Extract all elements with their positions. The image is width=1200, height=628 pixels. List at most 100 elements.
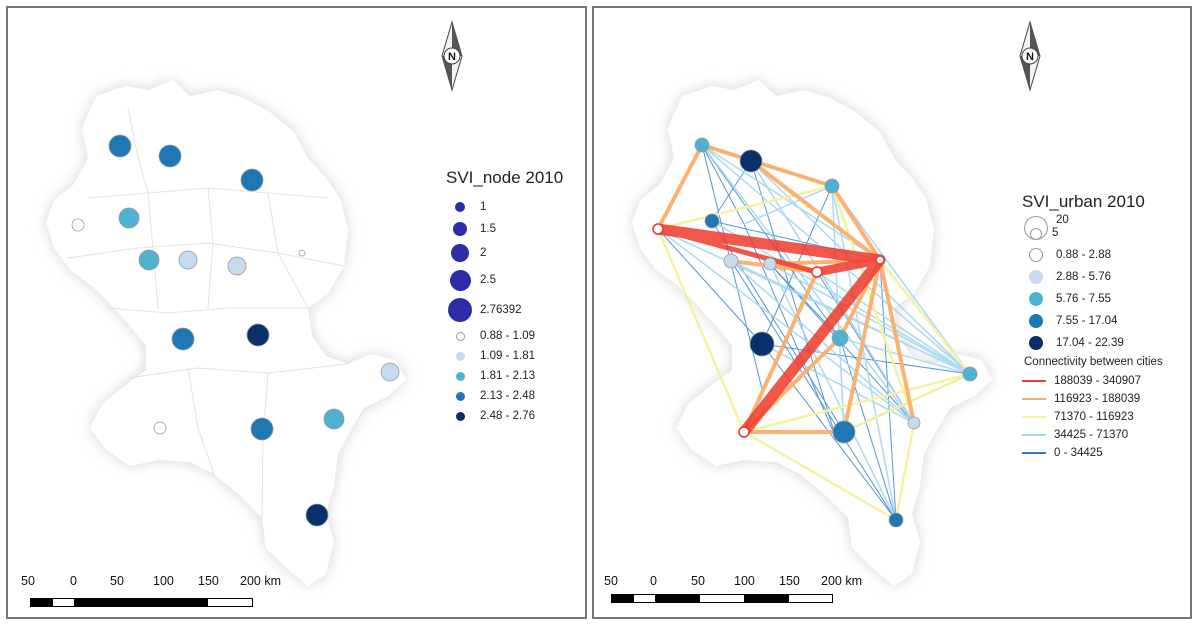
city-node[interactable] [240, 168, 264, 192]
city-node[interactable] [652, 223, 664, 235]
city-node[interactable] [250, 417, 274, 441]
color-legend-item: 17.04 - 22.39 [1022, 332, 1163, 354]
city-node[interactable] [153, 421, 167, 435]
city-nodes [71, 134, 400, 527]
connectivity-legend-label: 71370 - 116923 [1054, 411, 1134, 423]
scale-label: 50 [110, 574, 124, 588]
city-node[interactable] [962, 366, 978, 382]
city-node[interactable] [71, 218, 85, 232]
city-node[interactable] [811, 266, 823, 278]
region-shadow [46, 80, 406, 586]
city-node[interactable] [246, 323, 270, 347]
color-legend-label: 1.09 - 1.81 [480, 350, 535, 362]
city-node[interactable] [749, 331, 775, 357]
connectivity-legend-label: 34425 - 71370 [1054, 429, 1129, 441]
city-node[interactable] [108, 134, 132, 158]
size-dot-icon [448, 298, 472, 322]
left-map-svg: N [46, 20, 463, 586]
line-swatch-icon [1022, 380, 1046, 382]
city-node[interactable] [907, 416, 921, 430]
scale-label: 200 km [240, 574, 281, 588]
color-legend-label: 1.81 - 2.13 [480, 370, 535, 382]
right-map-panel: N SVI_urban 2010 20 5 [592, 6, 1192, 619]
right-map-svg: N [632, 20, 1041, 586]
size-dot-icon [449, 269, 471, 291]
size-circle-icon [1030, 228, 1042, 240]
size-legend-item: 1.5 [446, 218, 563, 240]
color-legend-item: 2.88 - 5.76 [1022, 266, 1163, 288]
size-legend-label: 1 [480, 201, 487, 213]
connectivity-legend-item: 116923 - 188039 [1022, 390, 1163, 408]
scale-label: 150 [198, 574, 219, 588]
scale-label: 50 [604, 574, 618, 588]
city-node[interactable] [178, 250, 198, 270]
city-node[interactable] [380, 362, 400, 382]
size-legend-label: 1.5 [480, 223, 496, 235]
city-node[interactable] [875, 255, 885, 265]
color-legend-item: 2.48 - 2.76 [446, 406, 563, 426]
color-legend-label: 5.76 - 7.55 [1056, 293, 1111, 305]
city-node[interactable] [704, 213, 720, 229]
city-node[interactable] [888, 512, 904, 528]
city-node[interactable] [694, 137, 710, 153]
connectivity-legend-label: 116923 - 188039 [1054, 393, 1141, 405]
city-node[interactable] [138, 249, 160, 271]
connectivity-legend-item: 188039 - 340907 [1022, 372, 1163, 390]
color-legend-label: 2.13 - 2.48 [480, 390, 535, 402]
color-legend-item: 7.55 - 17.04 [1022, 310, 1163, 332]
color-dot-icon [455, 351, 465, 361]
color-dot-icon [1029, 292, 1043, 306]
color-legend-label: 2.88 - 5.76 [1056, 271, 1111, 283]
city-node[interactable] [305, 503, 329, 527]
city-node[interactable] [723, 253, 739, 269]
color-legend-label: 0.88 - 1.09 [480, 330, 535, 342]
color-legend-item: 1.09 - 1.81 [446, 346, 563, 366]
scale-label: 150 [779, 574, 800, 588]
scale-labels: 50 0 50 100 150 200 km [594, 574, 894, 590]
city-node[interactable] [824, 178, 840, 194]
size-legend-item: 2.76392 [446, 294, 563, 326]
size-dot-icon [451, 244, 469, 262]
size-legend-label: 5 [1052, 227, 1059, 239]
color-dot-icon [1029, 314, 1043, 328]
city-node[interactable] [739, 149, 763, 173]
color-dot-icon [1029, 248, 1043, 262]
scale-label: 200 km [821, 574, 862, 588]
legend-title: SVI_urban 2010 [1022, 192, 1145, 211]
scale-label: 50 [691, 574, 705, 588]
line-swatch-icon [1022, 452, 1046, 454]
left-map-panel: N SVI_node 2010 1 [6, 6, 587, 619]
city-node[interactable] [118, 207, 140, 229]
city-node[interactable] [763, 257, 777, 271]
city-node[interactable] [738, 426, 750, 438]
size-legend-label: 2.76392 [480, 304, 522, 316]
city-node[interactable] [171, 327, 195, 351]
color-legend-label: 2.48 - 2.76 [480, 410, 535, 422]
right-legend: SVI_urban 2010 20 5 0.88 - 2.88 2.88 - 5… [1022, 192, 1163, 462]
color-dot-icon [455, 411, 465, 421]
color-legend-label: 17.04 - 22.39 [1056, 337, 1124, 349]
city-node[interactable] [831, 329, 849, 347]
city-node[interactable] [227, 256, 247, 276]
color-legend-label: 0.88 - 2.88 [1056, 249, 1111, 261]
line-swatch-icon [1022, 416, 1046, 418]
color-dot-icon [455, 371, 465, 381]
size-legend: 20 5 [1022, 214, 1163, 244]
color-dot-icon [1029, 336, 1043, 350]
north-arrow-icon: N [441, 20, 463, 92]
size-legend-label: 2 [480, 247, 487, 259]
line-swatch-icon [1022, 398, 1046, 400]
size-dot-icon [455, 202, 465, 212]
size-legend-item: 2 [446, 240, 563, 266]
color-legend-item: 2.13 - 2.48 [446, 386, 563, 406]
connectivity-legend-item: 34425 - 71370 [1022, 426, 1163, 444]
color-legend-label: 7.55 - 17.04 [1056, 315, 1118, 327]
city-node[interactable] [158, 144, 182, 168]
city-node[interactable] [832, 420, 856, 444]
city-node[interactable] [298, 249, 306, 257]
scale-label: 0 [650, 574, 657, 588]
city-node[interactable] [323, 408, 345, 430]
north-arrow-icon: N [1019, 20, 1041, 92]
scale-labels: 50 0 50 100 150 200 km [8, 574, 308, 590]
color-legend-item: 0.88 - 1.09 [446, 326, 563, 346]
